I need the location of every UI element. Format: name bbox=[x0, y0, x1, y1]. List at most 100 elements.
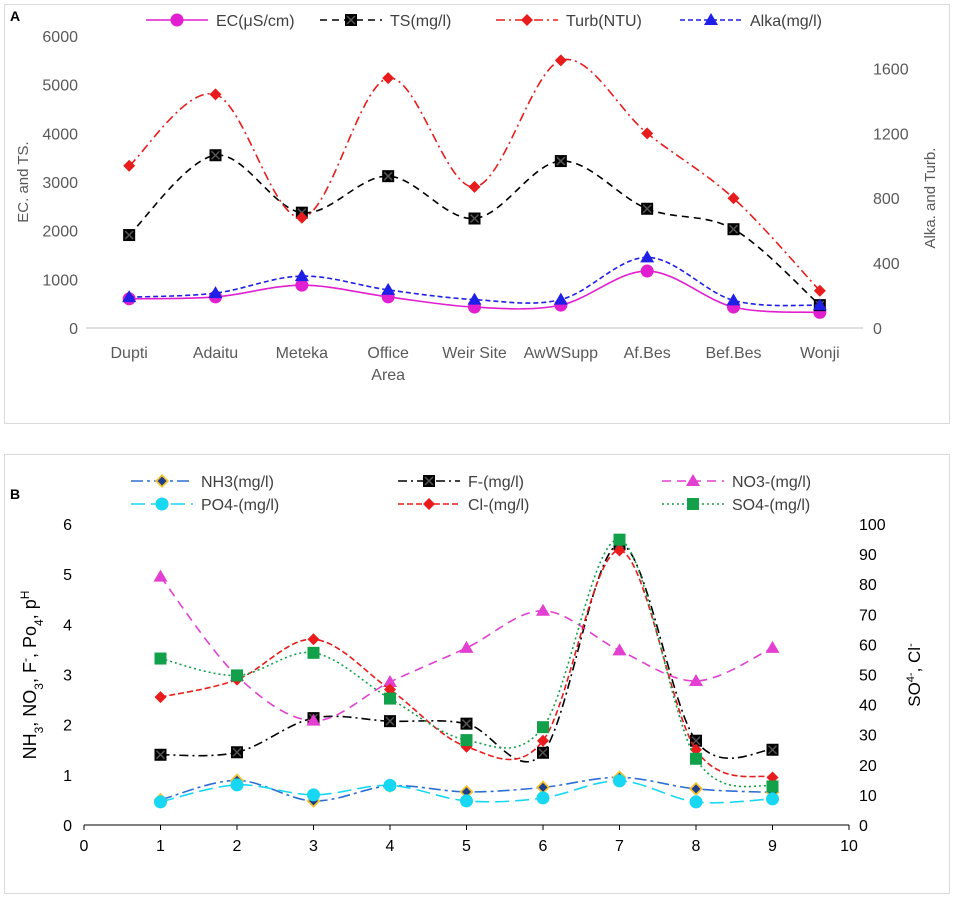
panel-b-data-point-so4-mg-l bbox=[231, 669, 243, 682]
chart-panel-a bbox=[4, 4, 950, 424]
panel-b-data-point-po4-mg-l bbox=[307, 788, 320, 802]
panel-b-data-point-no3-mg-l bbox=[689, 674, 703, 687]
panel-b-data-point-po4-mg-l bbox=[230, 778, 244, 792]
panel-b-y2-axis-title: SO4-, Cl- bbox=[905, 643, 924, 707]
panel-a-data-point-turb-ntu bbox=[468, 180, 481, 193]
panel-b-series-line-f-mg-l bbox=[160, 543, 773, 763]
panel-a-data-point-alka-mg-l bbox=[381, 282, 396, 295]
panel-a-data-point-ts-mg-l bbox=[468, 212, 481, 225]
panel-b-data-point-po4-mg-l bbox=[154, 795, 167, 809]
panel-a-data-point-ec-s-cm bbox=[640, 264, 654, 278]
panel-b-data-point-cl-mg-l bbox=[154, 691, 167, 704]
panel-a-data-point-turb-ntu bbox=[382, 72, 395, 85]
panel-a-x-tick-label: Adaitu bbox=[193, 345, 238, 362]
panel-a-y2-tick-label: 800 bbox=[873, 191, 900, 208]
panel-b-x-tick-label: 4 bbox=[386, 838, 395, 855]
panel-a-data-point-ts-mg-l bbox=[382, 170, 395, 183]
panel-a-legend-entry-ts-mg-l: TS(mg/l) bbox=[320, 13, 451, 30]
panel-b-data-point-no3-mg-l bbox=[612, 643, 627, 656]
panel-b-y2-tick-label: 30 bbox=[859, 728, 877, 745]
panel-b-x-tick-label: 5 bbox=[462, 838, 471, 855]
panel-a-data-point-alka-mg-l bbox=[812, 298, 827, 311]
panel-b-legend-label: SO4-(mg/l) bbox=[732, 497, 810, 514]
panel-b-y2-tick-label: 80 bbox=[859, 577, 877, 594]
panel-b-data-point-po4-mg-l bbox=[383, 778, 397, 792]
panel-b-series-no3-mg-l bbox=[153, 569, 780, 726]
panel-a-y-tick-label: 3000 bbox=[42, 175, 78, 192]
panel-b-data-point-no3-mg-l bbox=[383, 675, 397, 688]
panel-b-y-tick-label: 3 bbox=[63, 668, 72, 685]
panel-b-y-tick-label: 5 bbox=[63, 567, 72, 584]
panel-a-series-line-turb-ntu bbox=[128, 58, 821, 292]
panel-a-x-tick-label: Bef.Bes bbox=[705, 345, 761, 362]
panel-b-y2-tick-label: 0 bbox=[859, 818, 868, 835]
panel-a-legend-marker bbox=[345, 14, 357, 26]
panel-a-y-tick-label: 5000 bbox=[42, 78, 78, 95]
panel-a-x-tick-label: AwWSupp bbox=[524, 345, 599, 362]
panel-b-data-point-po4-mg-l bbox=[689, 795, 703, 809]
panel-b-legend-entry-no3-mg-l: NO3-(mg/l) bbox=[662, 474, 811, 491]
panel-a-y2-tick-label: 0 bbox=[873, 321, 882, 338]
panel-a-legend-marker bbox=[521, 14, 533, 26]
panel-a-data-point-alka-mg-l bbox=[640, 250, 655, 263]
panel-a-series bbox=[122, 54, 827, 319]
panel-a-y-axis-title: EC. and TS. bbox=[15, 141, 32, 222]
panel-b-data-point-nh3-mg-l bbox=[459, 784, 474, 799]
panel-b-data-point-cl-mg-l bbox=[537, 734, 549, 747]
panel-b-data-point-cl-mg-l bbox=[384, 683, 396, 696]
panel-a-y-tick-label: 1000 bbox=[42, 272, 78, 289]
panel-b-y-tick-label: 6 bbox=[63, 517, 72, 534]
panel-a-y2-tick-label: 1200 bbox=[873, 126, 909, 143]
panel-b-data-point-so4-mg-l bbox=[307, 646, 320, 659]
panel-a-legend-label: Alka(mg/l) bbox=[750, 13, 822, 30]
panel-b-y-tick-label: 4 bbox=[63, 617, 72, 634]
panel-b-data-point-f-mg-l bbox=[460, 717, 473, 730]
panel-b-data-point-so4-mg-l bbox=[384, 692, 396, 705]
panel-b-x-tick-label: 10 bbox=[840, 838, 858, 855]
panel-b-data-point-cl-mg-l bbox=[766, 771, 779, 784]
panel-b-series-line-cl-mg-l bbox=[160, 549, 773, 779]
panel-b-data-point-f-mg-l bbox=[154, 748, 167, 761]
panel-a-y-tick-label: 2000 bbox=[42, 224, 78, 241]
panel-b-legend-label: F-(mg/l) bbox=[468, 474, 524, 491]
chart-panel-b bbox=[4, 454, 950, 894]
panel-a-data-point-alka-mg-l bbox=[467, 292, 482, 305]
panel-b-data-point-no3-mg-l bbox=[306, 713, 321, 726]
panel-b-series-po4-mg-l bbox=[154, 774, 779, 809]
panel-a-data-point-ts-mg-l bbox=[641, 202, 654, 215]
panel-b-data-point-cl-mg-l bbox=[307, 633, 320, 646]
panel-b-series-so4-mg-l bbox=[154, 533, 779, 793]
panel-b-legend-entry-po4-mg-l: PO4-(mg/l) bbox=[131, 497, 279, 514]
panel-a-legend-label: Turb(NTU) bbox=[566, 13, 642, 30]
panel-a-legend-entry-turb-ntu: Turb(NTU) bbox=[496, 13, 642, 30]
panel-b-legend-marker bbox=[686, 474, 700, 486]
panel-b-y-tick-label: 2 bbox=[63, 718, 72, 735]
panel-a-data-point-alka-mg-l bbox=[553, 292, 568, 305]
panel-a-x-tick-label: Weir Site bbox=[442, 345, 507, 362]
panel-b-legend-entry-so4-mg-l: SO4-(mg/l) bbox=[662, 497, 810, 514]
panel-b-x-tick-label: 6 bbox=[539, 838, 548, 855]
panel-b-y2-tick-label: 60 bbox=[859, 637, 877, 654]
panel-a-data-point-alka-mg-l bbox=[122, 290, 137, 303]
panel-b-y-tick-label: 0 bbox=[63, 818, 72, 835]
panel-b-legend-marker bbox=[423, 475, 435, 487]
panel-a-data-point-turb-ntu bbox=[209, 88, 222, 101]
panel-a-x-tick-label: Dupti bbox=[110, 345, 147, 362]
panel-a-x-tick-label: Wonji bbox=[800, 345, 840, 362]
panel-b-legend-label: Cl-(mg/l) bbox=[468, 497, 529, 514]
panel-b-data-point-cl-mg-l bbox=[613, 544, 626, 557]
panel-b-data-point-no3-mg-l bbox=[536, 603, 550, 616]
panel-a-data-point-alka-mg-l bbox=[726, 293, 741, 306]
panel-b-y2-tick-label: 100 bbox=[859, 517, 886, 534]
panel-b-data-point-so4-mg-l bbox=[537, 721, 549, 734]
panel-b-data-point-nh3-mg-l bbox=[536, 780, 550, 795]
panel-b-data-point-so4-mg-l bbox=[690, 752, 702, 765]
panel-b-axes bbox=[83, 824, 850, 830]
panel-a-series-line-alka-mg-l bbox=[129, 256, 820, 307]
panel-a-series-alka-mg-l bbox=[122, 250, 827, 311]
panel-b-data-point-po4-mg-l bbox=[460, 794, 473, 808]
panel-b-data-point-f-mg-l bbox=[537, 746, 549, 759]
panel-a-x-tick-label: Af.Bes bbox=[624, 345, 671, 362]
panel-a-legend: EC(μS/cm) TS(mg/l) Turb(NTU) Alka(mg/l) bbox=[146, 13, 822, 30]
